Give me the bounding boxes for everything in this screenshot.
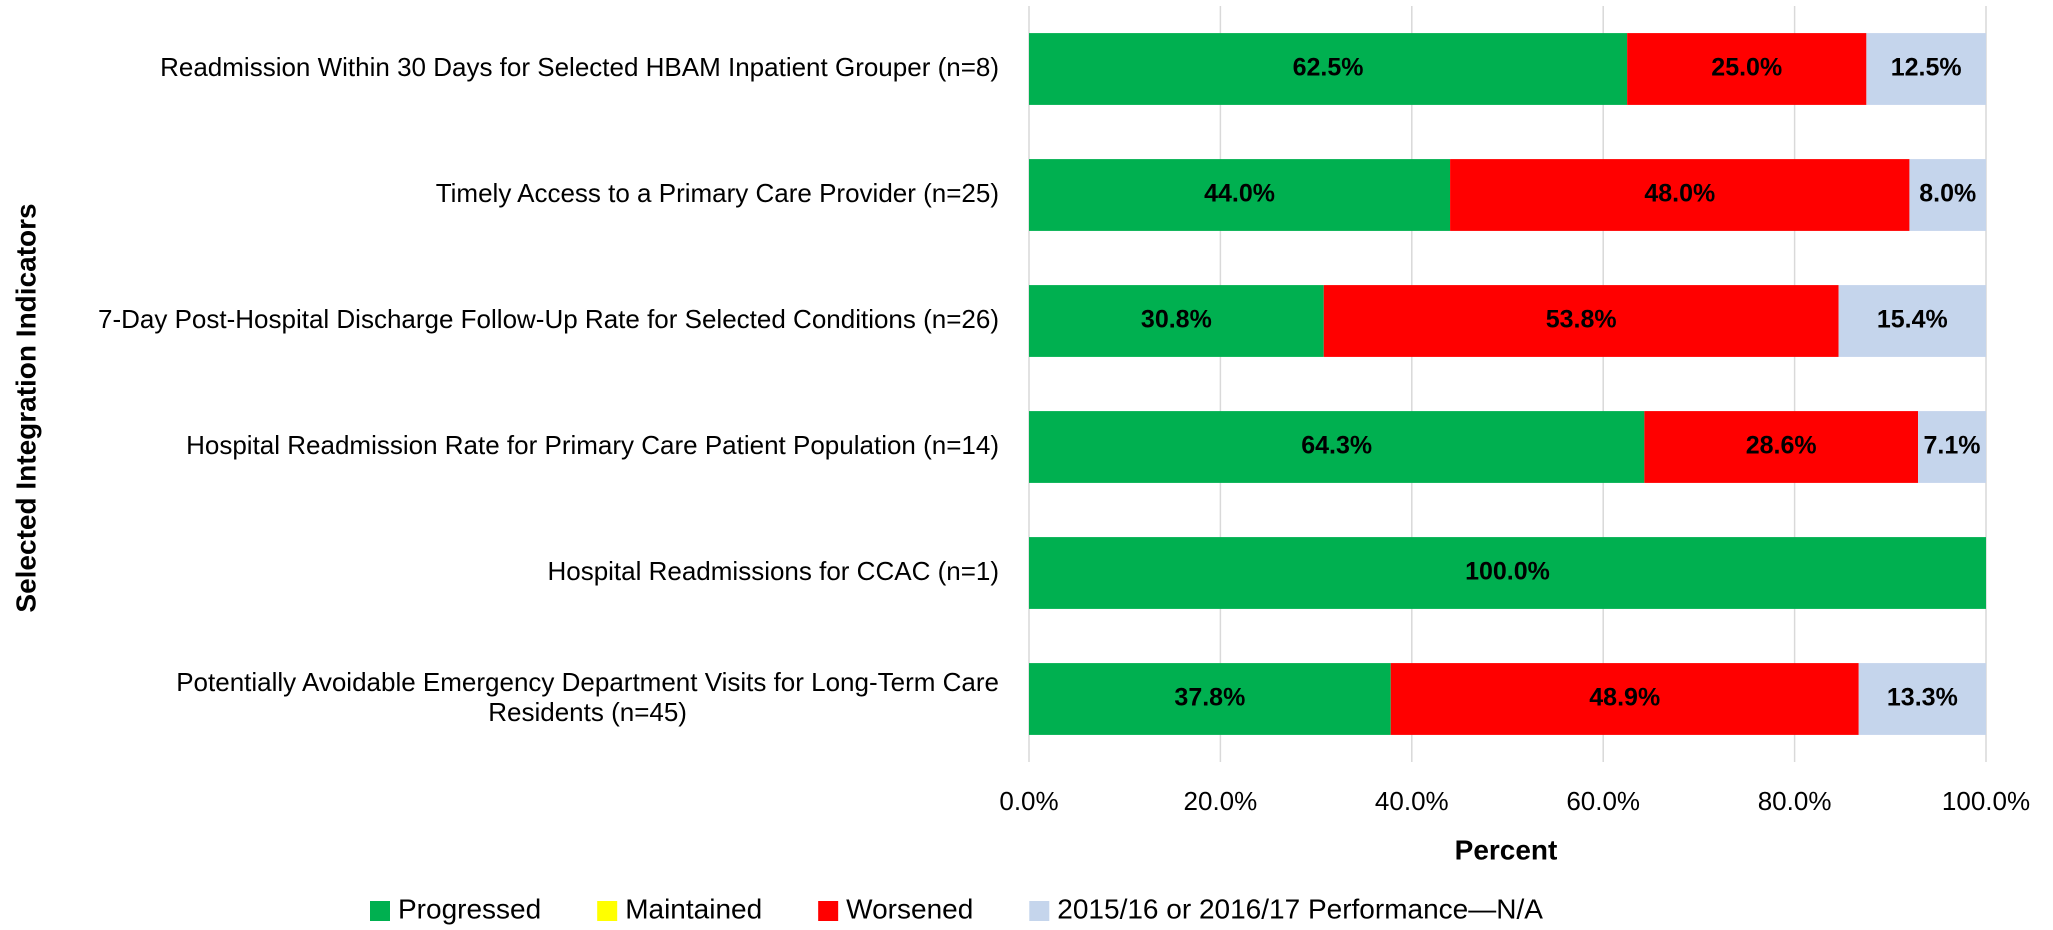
bar-segment [1029, 663, 1391, 735]
y-tick-label: Hospital Readmission Rate for Primary Ca… [186, 430, 999, 460]
data-label: 7.1% [1924, 432, 1981, 460]
data-label: 15.4% [1877, 306, 1948, 334]
y-axis-title: Selected Integration Indicators [10, 203, 41, 612]
x-tick-label: 0.0% [999, 786, 1058, 816]
data-label: 100.0% [1465, 558, 1550, 586]
bar-segment [1644, 411, 1919, 483]
bar-segment [1323, 285, 1839, 357]
data-label: 53.8% [1546, 306, 1617, 334]
bar-segment [1390, 663, 1859, 735]
data-label: 30.8% [1141, 306, 1212, 334]
x-tick-label: 60.0% [1566, 786, 1640, 816]
data-label: 8.0% [1919, 180, 1976, 208]
data-label: 48.9% [1589, 684, 1660, 712]
y-tick-label: 7-Day Post-Hospital Discharge Follow-Up … [98, 304, 999, 334]
bar-segment [1029, 411, 1645, 483]
legend-swatch [818, 901, 839, 921]
bar-segment [1866, 33, 1986, 105]
legend-label: Maintained [625, 893, 762, 924]
x-tick-label: 40.0% [1375, 786, 1449, 816]
y-tick-label: Readmission Within 30 Days for Selected … [160, 52, 999, 82]
data-label: 64.3% [1301, 432, 1372, 460]
bar-segment [1627, 33, 1867, 105]
legend-swatch [597, 901, 618, 921]
y-tick-label: Potentially Avoidable Emergency Departme… [176, 667, 999, 727]
x-tick-label: 100.0% [1942, 786, 2030, 816]
x-tick-label: 20.0% [1184, 786, 1258, 816]
legend-label: 2015/16 or 2016/17 Performance—N/A [1057, 893, 1543, 924]
y-tick-label: Timely Access to a Primary Care Provider… [436, 178, 999, 208]
bar-segment [1909, 159, 1986, 231]
bar-segment [1029, 285, 1324, 357]
x-axis-title: Percent [1455, 834, 1558, 865]
data-label: 12.5% [1891, 54, 1962, 82]
data-label: 44.0% [1204, 180, 1275, 208]
data-label: 25.0% [1711, 54, 1782, 82]
bar-segment [1918, 411, 1986, 483]
bar-segment [1029, 159, 1451, 231]
data-label: 62.5% [1293, 54, 1364, 82]
legend-label: Progressed [398, 893, 541, 924]
data-label: 13.3% [1887, 684, 1958, 712]
legend-label: Worsened [846, 893, 973, 924]
data-label: 37.8% [1174, 684, 1245, 712]
legend-swatch [1029, 901, 1050, 921]
bar-segment [1838, 285, 1986, 357]
data-label: 48.0% [1644, 180, 1715, 208]
x-tick-label: 80.0% [1758, 786, 1832, 816]
bar-segment [1029, 537, 1986, 609]
bar-segment [1029, 33, 1628, 105]
bar-segment [1858, 663, 1986, 735]
y-tick-label: Hospital Readmissions for CCAC (n=1) [547, 556, 999, 586]
bar-segment [1450, 159, 1910, 231]
legend-swatch [370, 901, 390, 921]
data-label: 28.6% [1746, 432, 1817, 460]
